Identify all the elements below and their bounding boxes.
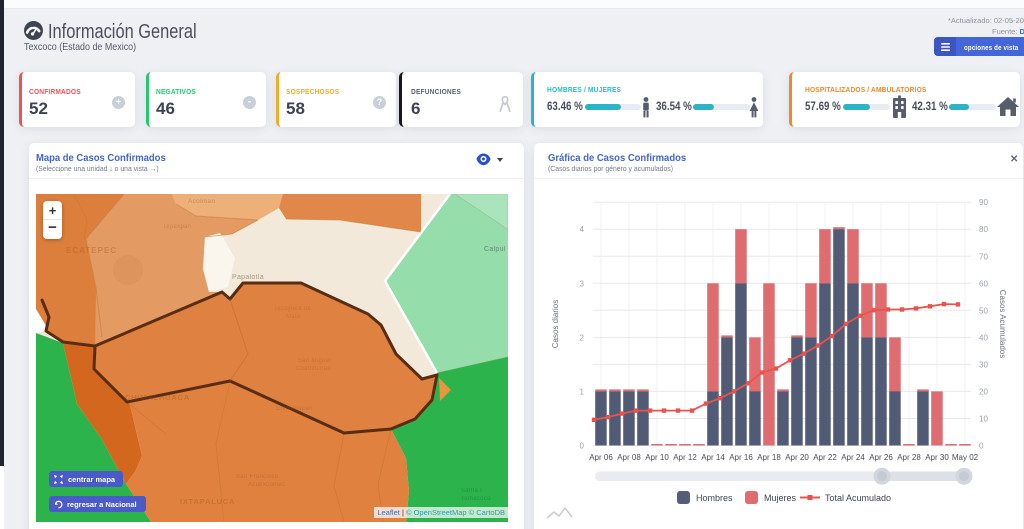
svg-text:Apr 24: Apr 24 [841,453,865,462]
svg-text:2: 2 [580,333,585,342]
svg-text:May 02: May 02 [952,453,979,462]
svg-text:ECATEPEC: ECATEPEC [66,246,117,255]
svg-text:Hombres: Hombres [696,493,733,503]
svg-text:Calpul: Calpul [484,246,506,253]
svg-text:Tomacoco: Tomacoco [461,496,491,502]
svg-text:San Miguel: San Miguel [298,358,331,364]
svg-text:Mujeres: Mujeres [764,493,797,503]
svg-text:90: 90 [979,198,988,207]
svg-text:Apr 22: Apr 22 [813,453,837,462]
svg-text:70: 70 [979,252,988,261]
svg-text:Apr 06: Apr 06 [589,453,613,462]
svg-text:0: 0 [580,442,585,451]
svg-text:Mata: Mata [286,314,301,320]
svg-text:CHIMALHUACA: CHIMALHUACA [125,393,190,402]
svg-text:40: 40 [979,333,988,342]
svg-text:Apr 30: Apr 30 [925,453,949,462]
svg-text:Apr 14: Apr 14 [701,453,725,462]
svg-text:Apr 20: Apr 20 [785,453,809,462]
svg-text:Acuexcomac: Acuexcomac [248,482,285,488]
svg-text:San Francisco: San Francisco [236,474,279,480]
svg-text:Total Acumulado: Total Acumulado [825,493,891,503]
svg-text:Acolman: Acolman [188,198,215,205]
svg-text:Apr 28: Apr 28 [897,453,921,462]
svg-text:Papalotla: Papalotla [232,274,264,281]
svg-text:Apr 12: Apr 12 [673,453,697,462]
svg-text:Apr 10: Apr 10 [645,453,669,462]
svg-text:60: 60 [979,279,988,288]
svg-text:80: 80 [979,225,988,234]
svg-text:Apr 26: Apr 26 [869,453,893,462]
svg-text:4: 4 [580,225,585,234]
svg-text:Tepexpan: Tepexpan [163,224,191,230]
svg-text:30: 30 [979,360,988,369]
svg-text:Apr 16: Apr 16 [729,453,753,462]
svg-text:Coatlinchan: Coatlinchan [296,366,331,372]
svg-text:Santa I: Santa I [461,488,482,494]
svg-text:50: 50 [979,306,988,315]
svg-text:Apr 18: Apr 18 [757,453,781,462]
svg-text:Casos diarios: Casos diarios [551,300,560,348]
svg-text:10: 10 [979,415,988,424]
svg-text:20: 20 [979,387,988,396]
svg-text:0: 0 [979,442,984,451]
svg-text:1: 1 [580,387,585,396]
svg-text:Tezoyuca de: Tezoyuca de [274,306,311,312]
svg-text:IXTAPALUCA: IXTAPALUCA [180,497,235,506]
svg-text:Chicoloapan: Chicoloapan [276,406,313,412]
svg-text:Casos Acumulados: Casos Acumulados [998,290,1007,358]
svg-text:Apr 08: Apr 08 [617,453,641,462]
svg-text:3: 3 [580,279,585,288]
